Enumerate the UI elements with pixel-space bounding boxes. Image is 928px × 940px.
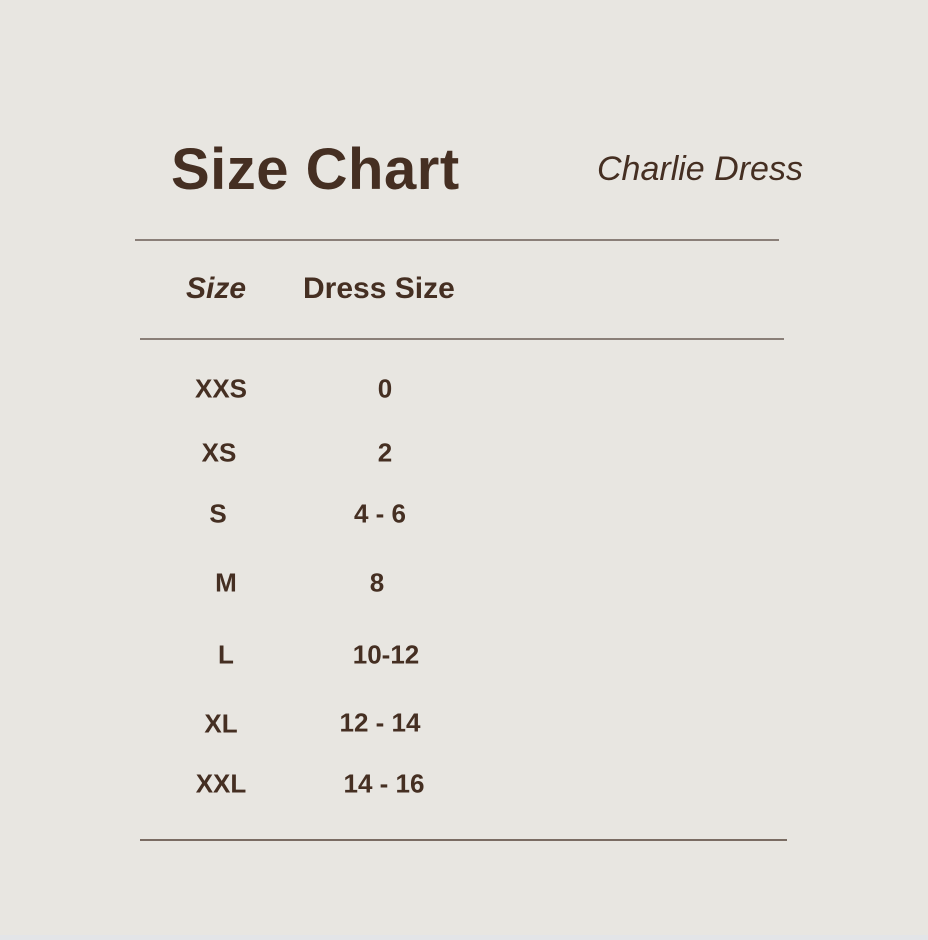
dress-size-cell: 0 [377,373,393,404]
header-size: Size [186,272,247,305]
bottom-divider [140,839,787,841]
dress-size-cell: 10-12 [352,639,420,670]
size-cell: XXL [195,768,247,799]
header-dress-size: Dress Size [303,272,455,305]
dress-size-cell: 8 [369,567,385,598]
size-cell: XL [204,708,238,739]
size-cell: L [218,639,234,670]
size-cell: XXS [194,373,248,404]
size-cell: M [215,567,237,598]
dress-size-cell: 2 [377,437,393,468]
dress-size-cell: 4 - 6 [353,498,407,529]
page-bottom-edge [0,935,928,940]
dress-size-cell: 14 - 16 [343,768,425,799]
dress-size-cell: 12 - 14 [339,707,421,738]
page-title: Size Chart [171,137,460,202]
size-cell: XS [201,437,237,468]
header-divider [140,338,784,340]
top-divider [135,239,779,241]
product-name: Charlie Dress [597,150,803,188]
size-cell: S [209,498,227,529]
